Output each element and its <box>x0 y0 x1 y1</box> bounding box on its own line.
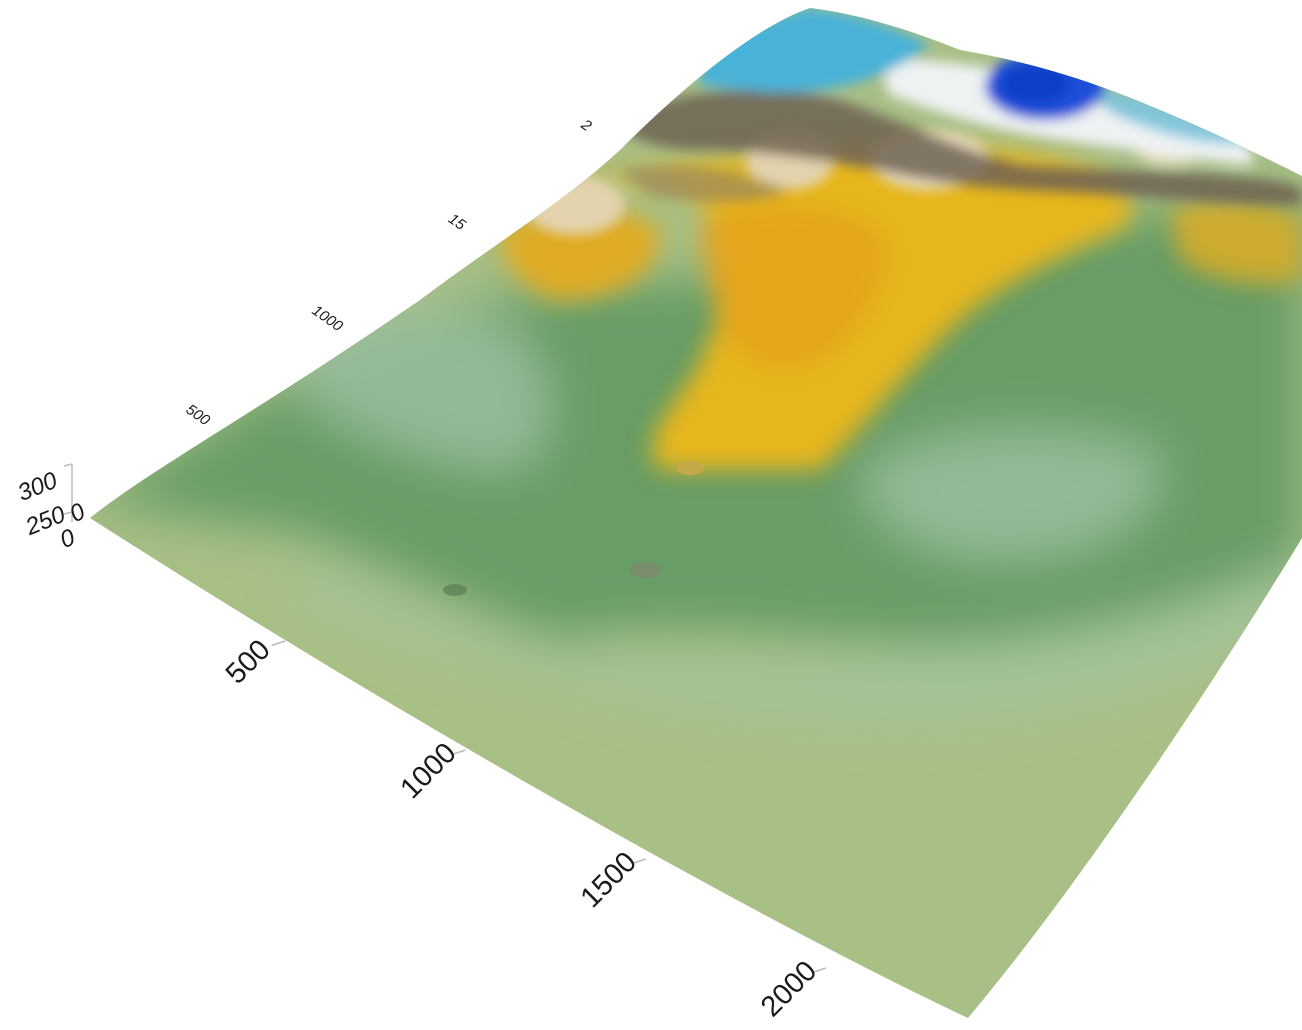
blue-summit-core <box>1000 64 1070 104</box>
z-tick-label-extra: 0 <box>65 498 90 528</box>
y-tick-label: 15 <box>445 210 469 234</box>
ridge-shadow <box>620 166 790 202</box>
orange-left-lobe <box>500 207 660 300</box>
x-tick-label: 2000 <box>755 955 823 1023</box>
x-tick-label: 1000 <box>394 737 462 805</box>
x-tick-label: 500 <box>220 634 277 691</box>
z-tick-label: 300 <box>14 467 62 507</box>
transition-pale-band <box>300 560 1302 720</box>
y-tick-label: 1000 <box>309 302 347 335</box>
axes-layer <box>63 463 73 522</box>
tan-knob-left <box>525 175 625 235</box>
y-tick-label: 500 <box>183 401 214 430</box>
y-tick-label: 2 <box>577 116 595 136</box>
x-tick-mark <box>632 858 646 865</box>
lowland-grey-patch <box>300 307 550 470</box>
surface-bumps <box>443 461 704 596</box>
orange-deep <box>700 206 886 368</box>
orange-right-lobe <box>1170 199 1302 284</box>
dark-ridge <box>610 89 1302 205</box>
x-tick-mark <box>812 967 827 974</box>
x-tick-label: 1500 <box>575 846 643 914</box>
z-tick-250 <box>63 511 73 515</box>
lowland-grey-patch-2 <box>860 429 1161 560</box>
x-tick-mark <box>271 640 286 647</box>
z-tick-300 <box>63 463 73 467</box>
x-tick-mark <box>451 749 466 756</box>
